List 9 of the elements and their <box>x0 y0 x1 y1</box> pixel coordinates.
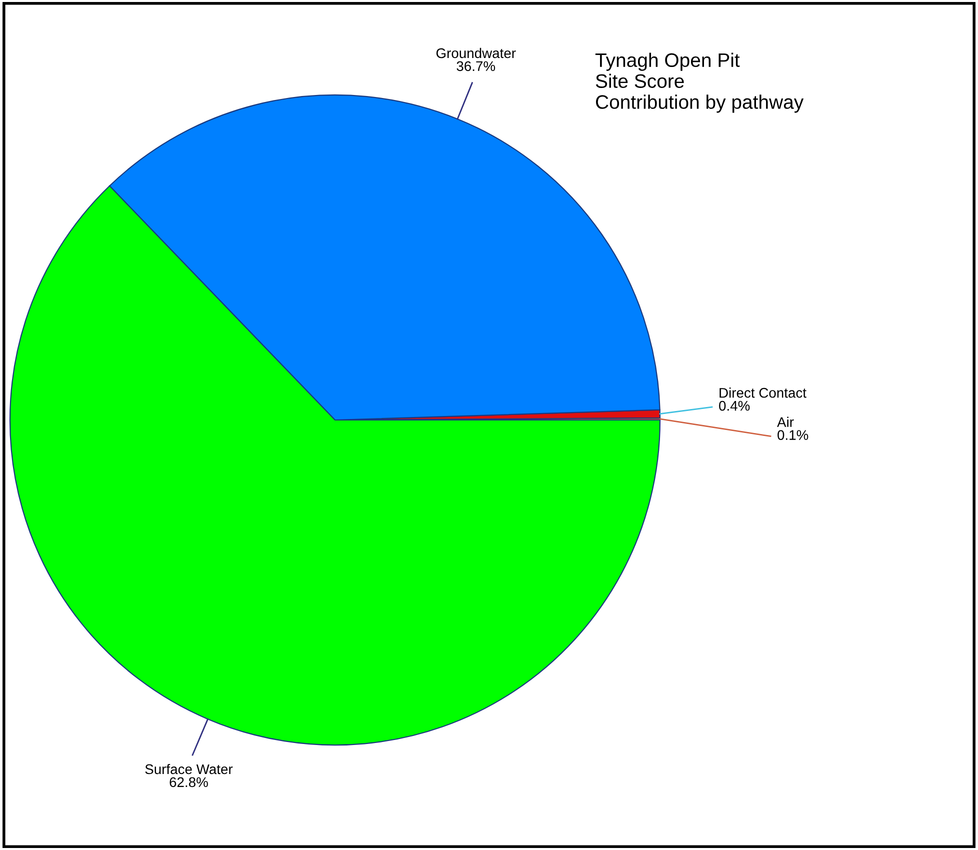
slice-label: Air <box>777 416 794 427</box>
text: Tynagh Open Pit Site Score Contribution by pathway <box>595 52 804 113</box>
data-label: 62.8% <box>170 777 208 788</box>
slice-label: Surface Water <box>145 764 233 774</box>
data-label: 0.4% <box>719 400 750 411</box>
data-label: 0.1% <box>778 430 808 440</box>
slice-label: Groundwater <box>436 48 516 58</box>
data-label: 36.7% <box>456 61 496 72</box>
slice-label: Direct Contact <box>720 388 806 398</box>
